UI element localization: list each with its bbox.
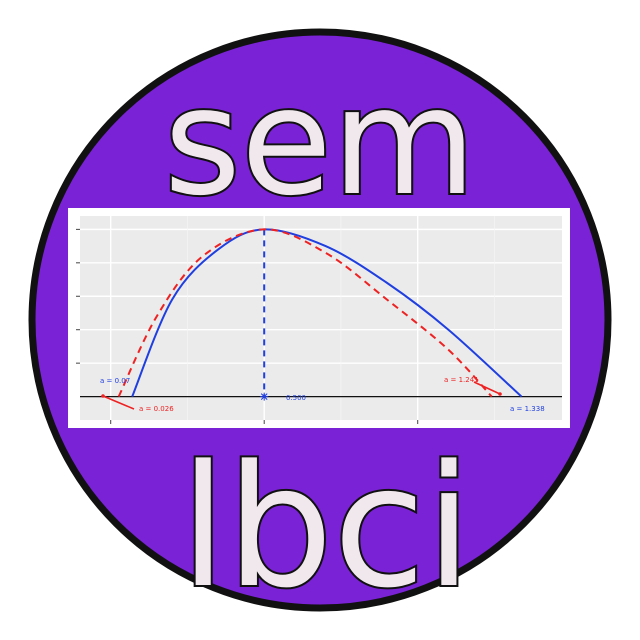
annotation-leader-line (102, 395, 135, 410)
annotation-label: a = 1.338 (510, 405, 545, 413)
logo-word-top: sem (164, 56, 476, 228)
solid-curve-series (131, 228, 523, 398)
annotation-label: a = 0.026 (139, 405, 174, 413)
annotation-arrow-head (498, 392, 502, 396)
annotation-label: 0.500 (286, 394, 306, 402)
chart-plot: a = 0.07 a = 0.026 0.500 a = 1.241 a = 1.338 (76, 216, 562, 424)
logo-word-bottom: lbci (180, 429, 472, 625)
peak-marker (260, 392, 269, 401)
annotation-label: a = 0.07 (100, 377, 130, 385)
annotation-leader-line (473, 381, 501, 395)
annotation-label: a = 1.241 (444, 376, 479, 384)
annotation-arrow-head (101, 394, 105, 398)
dashed-curve-series (117, 228, 493, 398)
